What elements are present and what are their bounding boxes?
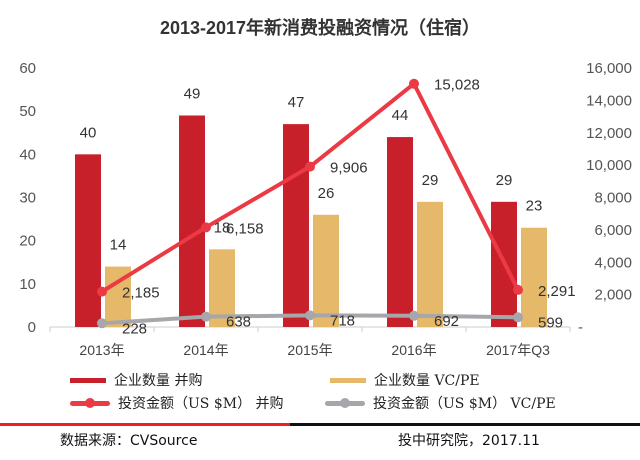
divider-red [0,423,290,426]
bar-ma [179,115,205,327]
x-tick-label: 2016年 [391,342,436,358]
source-text: 数据来源：CVSource [60,433,198,449]
point-vcpe-label: 692 [434,313,459,330]
point-vcpe-label: 638 [226,314,251,331]
y-left-tick-label: 40 [19,146,36,163]
y-right-tick-label: 16,000 [586,60,632,77]
point-ma [409,78,419,89]
legend-label: 企业数量 VC/PE [374,373,480,389]
bar-ma [75,154,101,327]
credit-text: 投中研究院，2017.11 [398,433,540,449]
legend-label: 投资金额（US $M） VC/PE [373,396,556,412]
y-right-tick-label: 6,000 [594,222,632,239]
y-left-tick-label: 10 [19,276,36,293]
x-tick-label: 2013年 [79,342,124,358]
y-left-tick-label: 30 [19,190,36,207]
y-left-tick-label: 60 [19,60,36,77]
legend-marker [70,397,110,408]
chart-title: 2013-2017年新消费投融资情况（住宿） [160,17,480,38]
point-vcpe [97,318,107,329]
point-ma-label: 15,028 [434,77,480,94]
bar-ma-label: 47 [288,94,305,111]
point-ma [305,161,315,172]
point-ma [201,222,211,233]
legend-swatch [330,377,366,383]
legend-item: 投资金额（US $M） VC/PE [325,393,556,413]
y-right-tick-label: 8,000 [594,190,632,207]
point-vcpe-label: 718 [330,312,355,329]
x-tick-label: 2015年 [287,342,332,358]
point-ma [97,286,107,297]
point-ma-label: 2,291 [538,283,576,300]
y-left-tick-label: 0 [28,319,36,336]
bar-vcpe [417,201,443,327]
line-ma [100,81,520,294]
bar-ma-label: 40 [80,124,97,141]
bar-ma [387,137,413,327]
bar-ma-label: 49 [184,85,201,102]
point-vcpe [201,311,211,322]
y-right-tick-label: 2,000 [594,287,632,304]
chart: 2013-2017年新消费投融资情况（住宿） 0 10 20 30 40 50 60 -2,00… [19,17,632,358]
point-vcpe-label: 599 [538,314,563,331]
point-ma [513,284,523,295]
legend-item: 投资金额（US $M） 并购 [70,393,284,413]
legend-label: 投资金额（US $M） 并购 [118,396,284,412]
point-ma-label: 6,158 [226,220,264,237]
legend-label: 企业数量 并购 [114,373,203,389]
y-left-tick-label: 20 [19,233,36,250]
bar-ma-label: 29 [496,172,513,189]
bar-vcpe-label: 23 [526,198,543,215]
legend-item: 企业数量 并购 [70,370,202,390]
legend-swatch [70,377,106,383]
y-right-tick-label: 10,000 [586,157,632,174]
bar-ma [283,124,309,327]
y-right-tick-label: 4,000 [594,254,632,271]
point-vcpe [513,312,523,323]
legend-marker [325,397,365,408]
bar-vcpe-label: 26 [318,185,335,202]
x-tick-label: 2014年 [183,342,228,358]
point-ma-label: 2,185 [122,285,160,302]
divider-black [290,423,640,426]
point-vcpe [409,310,419,321]
y-left-tick-label: 50 [19,103,36,120]
bar-vcpe-label: 29 [422,172,439,189]
bar-vcpe-label: 18 [214,219,231,236]
y-right-tick-label: 12,000 [586,125,632,142]
point-ma-label: 9,906 [330,160,368,177]
bar-ma-label: 44 [392,107,409,124]
point-vcpe [305,310,315,321]
bar-vcpe [313,214,339,327]
legend-item: 企业数量 VC/PE [330,370,480,390]
y-right-tick-label: - [578,319,583,336]
bar-vcpe [209,249,235,327]
bar-vcpe-label: 14 [110,237,127,254]
y-right-tick-label: 14,000 [586,92,632,109]
point-vcpe-label: 228 [122,320,147,337]
bar-vcpe [521,227,547,327]
x-tick-label: 2017年Q3 [486,342,550,358]
